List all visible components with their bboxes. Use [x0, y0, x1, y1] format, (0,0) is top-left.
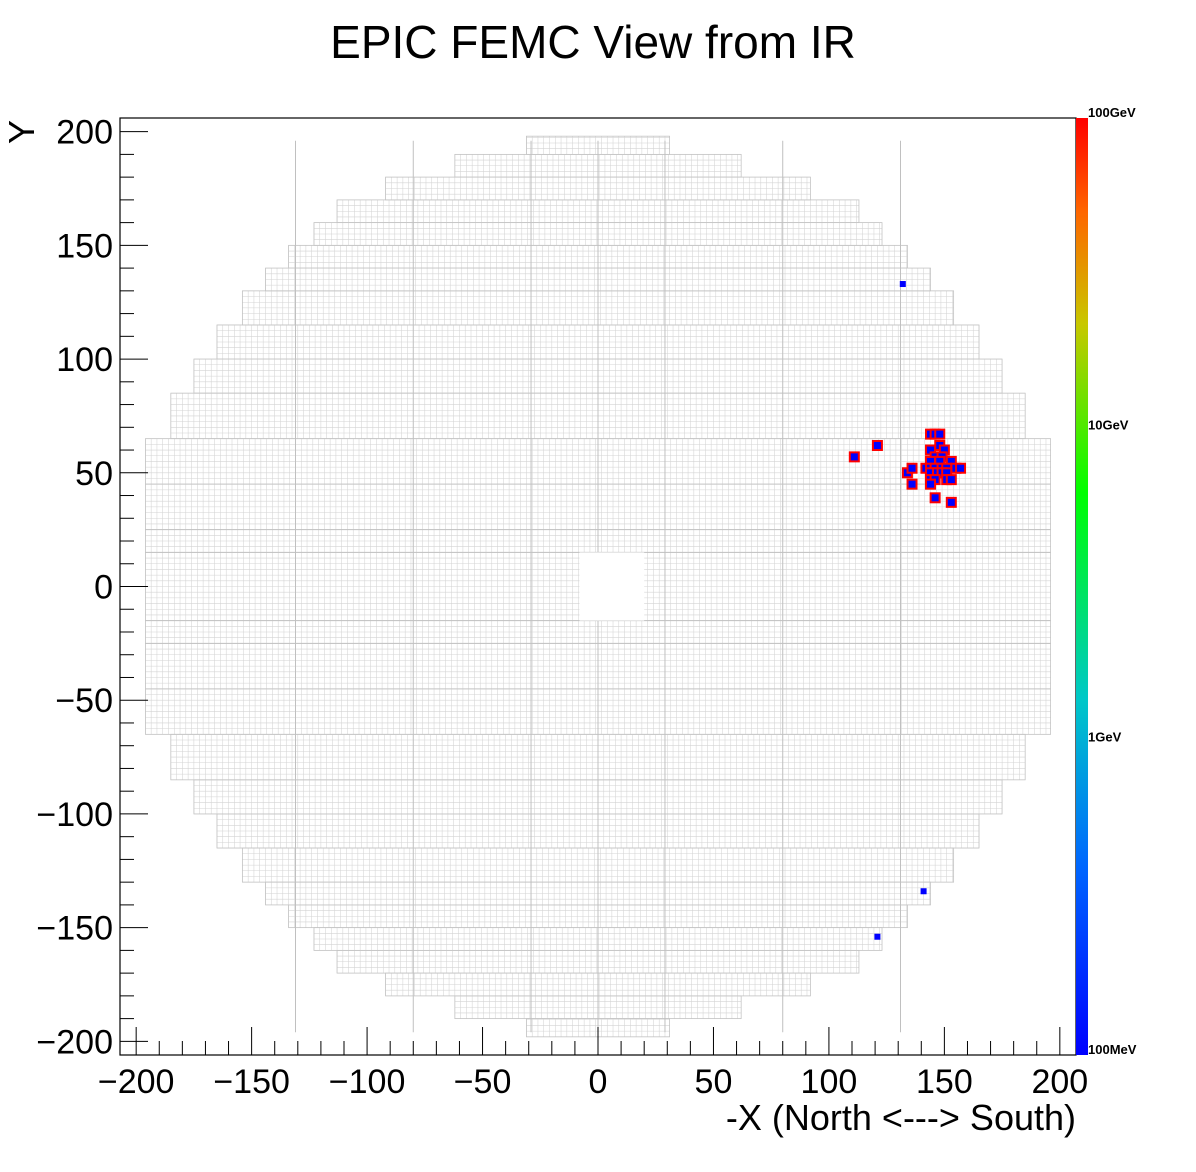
x-tick-label: −100 [329, 1063, 406, 1101]
y-tick-label: 150 [56, 227, 113, 265]
x-tick-label: −50 [454, 1063, 512, 1101]
x-tick-label: 50 [695, 1063, 733, 1101]
x-tick-label: 100 [801, 1063, 858, 1101]
y-tick-label: −50 [55, 682, 113, 720]
colorbar [1076, 118, 1088, 1055]
x-tick-label: 150 [916, 1063, 973, 1101]
x-axis-label: -X (North <---> South) [726, 1097, 1076, 1138]
y-tick-label: 50 [75, 455, 113, 493]
colorbar-label: 1GeV [1088, 730, 1122, 745]
hit-9 [934, 428, 946, 440]
hit-36 [874, 933, 881, 940]
hit-33 [929, 492, 941, 504]
hit-34 [945, 496, 957, 508]
chart-title: EPIC FEMC View from IR [330, 16, 856, 68]
x-tick-label: −200 [98, 1063, 175, 1101]
x-tick-label: −150 [213, 1063, 290, 1101]
x-axis: −200 −150 −100 −50 0 50 100 150 200 [98, 1027, 1088, 1101]
hit-35 [920, 888, 927, 895]
hit-0 [899, 281, 906, 288]
y-axis-label: Y [1, 120, 42, 144]
y-tick-label: −150 [36, 910, 113, 948]
y-axis: 200 150 100 50 0 −50 −100 −150 −200 [36, 114, 148, 1061]
hit-32 [925, 478, 937, 490]
colorbar-label: 10GeV [1088, 417, 1129, 432]
hit-2 [871, 439, 883, 451]
x-tick-label: 200 [1031, 1063, 1088, 1101]
hit-4 [906, 462, 918, 474]
detector-grid [145, 135, 1051, 1038]
beam-hole [579, 552, 645, 621]
y-tick-label: 100 [56, 341, 113, 379]
y-tick-label: −100 [36, 796, 113, 834]
y-tick-label: −200 [36, 1023, 113, 1061]
hit-1 [848, 451, 860, 463]
colorbar-label: 100MeV [1088, 1042, 1137, 1057]
colorbar-label: 100GeV [1088, 105, 1136, 120]
hit-5 [906, 478, 918, 490]
y-tick-label: 200 [56, 114, 113, 152]
y-tick-label: 0 [94, 569, 113, 607]
x-tick-label: 0 [589, 1063, 608, 1101]
colorbar-labels: 100GeV 10GeV 1GeV 100MeV [1088, 105, 1137, 1057]
hits-layer [848, 281, 967, 940]
hit-31 [945, 474, 957, 486]
hit-23 [955, 462, 967, 474]
